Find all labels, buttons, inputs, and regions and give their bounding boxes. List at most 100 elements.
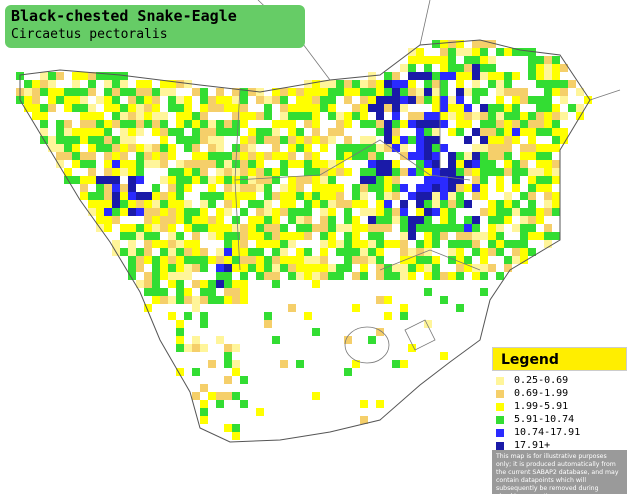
grid-cell (256, 184, 264, 192)
grid-cell (232, 120, 240, 128)
grid-cell (432, 168, 440, 176)
grid-cell (184, 312, 192, 320)
grid-cell (392, 96, 400, 104)
grid-cell (376, 328, 384, 336)
grid-cell (288, 104, 296, 112)
grid-cell (496, 80, 504, 88)
grid-cell (440, 184, 448, 192)
grid-cell (488, 248, 496, 256)
grid-cell (456, 304, 464, 312)
grid-cell (208, 160, 216, 168)
grid-cell (224, 176, 232, 184)
grid-cell (304, 264, 312, 272)
grid-cell (208, 256, 216, 264)
grid-cell (312, 280, 320, 288)
grid-cell (240, 208, 248, 216)
grid-cell (320, 256, 328, 264)
grid-cell (184, 288, 192, 296)
grid-cell (64, 104, 72, 112)
grid-cell (496, 48, 504, 56)
grid-cell (128, 136, 136, 144)
grid-cell (88, 200, 96, 208)
grid-cell (144, 272, 152, 280)
legend-items: 0.25-0.69 0.69-1.99 1.99-5.91 5.91-10.74 10.… (492, 371, 627, 455)
grid-cell (416, 264, 424, 272)
grid-cell (144, 88, 152, 96)
grid-cell (280, 256, 288, 264)
grid-cell (88, 104, 96, 112)
grid-cell (272, 192, 280, 200)
grid-cell (464, 152, 472, 160)
grid-cell (312, 128, 320, 136)
grid-cell (288, 176, 296, 184)
grid-cell (160, 192, 168, 200)
grid-cell (136, 208, 144, 216)
grid-cell (512, 224, 520, 232)
grid-cell (128, 200, 136, 208)
grid-cell (344, 112, 352, 120)
grid-cell (192, 152, 200, 160)
grid-cell (128, 144, 136, 152)
grid-cell (448, 184, 456, 192)
grid-cell (216, 224, 224, 232)
grid-cell (376, 400, 384, 408)
grid-cell (192, 368, 200, 376)
grid-cell (112, 72, 120, 80)
grid-cell (120, 128, 128, 136)
grid-cell (520, 112, 528, 120)
grid-cell (208, 392, 216, 400)
grid-cell (512, 72, 520, 80)
grid-cell (472, 112, 480, 120)
grid-cell (296, 224, 304, 232)
grid-cell (112, 144, 120, 152)
grid-cell (456, 128, 464, 136)
grid-cell (384, 272, 392, 280)
grid-cell (176, 184, 184, 192)
grid-cell (480, 272, 488, 280)
grid-cell (328, 80, 336, 88)
grid-cell (232, 224, 240, 232)
grid-cell (488, 104, 496, 112)
grid-cell (368, 208, 376, 216)
grid-cell (376, 120, 384, 128)
grid-cell (120, 224, 128, 232)
grid-cell (400, 216, 408, 224)
grid-cell (272, 144, 280, 152)
grid-cell (112, 112, 120, 120)
grid-cell (528, 152, 536, 160)
grid-cell (160, 136, 168, 144)
grid-cell (464, 200, 472, 208)
grid-cell (480, 56, 488, 64)
grid-cell (88, 136, 96, 144)
grid-cell (248, 264, 256, 272)
grid-cell (392, 272, 400, 280)
grid-cell (544, 72, 552, 80)
grid-cell (224, 152, 232, 160)
grid-cell (480, 88, 488, 96)
grid-cell (488, 144, 496, 152)
grid-cell (360, 192, 368, 200)
grid-cell (544, 120, 552, 128)
grid-cell (344, 152, 352, 160)
grid-cell (440, 64, 448, 72)
grid-cell (248, 168, 256, 176)
grid-cell (528, 72, 536, 80)
grid-cell (248, 200, 256, 208)
grid-cell (376, 168, 384, 176)
grid-cell (248, 224, 256, 232)
grid-cell (168, 192, 176, 200)
grid-cell (328, 232, 336, 240)
grid-cell (360, 144, 368, 152)
grid-cell (136, 120, 144, 128)
legend-title: Legend (492, 347, 627, 371)
grid-cell (520, 192, 528, 200)
grid-cell (144, 152, 152, 160)
grid-cell (464, 104, 472, 112)
grid-cell (232, 288, 240, 296)
grid-cell (312, 104, 320, 112)
grid-cell (232, 368, 240, 376)
grid-cell (64, 136, 72, 144)
grid-cell (104, 136, 112, 144)
grid-cell (432, 56, 440, 64)
grid-cell (424, 128, 432, 136)
